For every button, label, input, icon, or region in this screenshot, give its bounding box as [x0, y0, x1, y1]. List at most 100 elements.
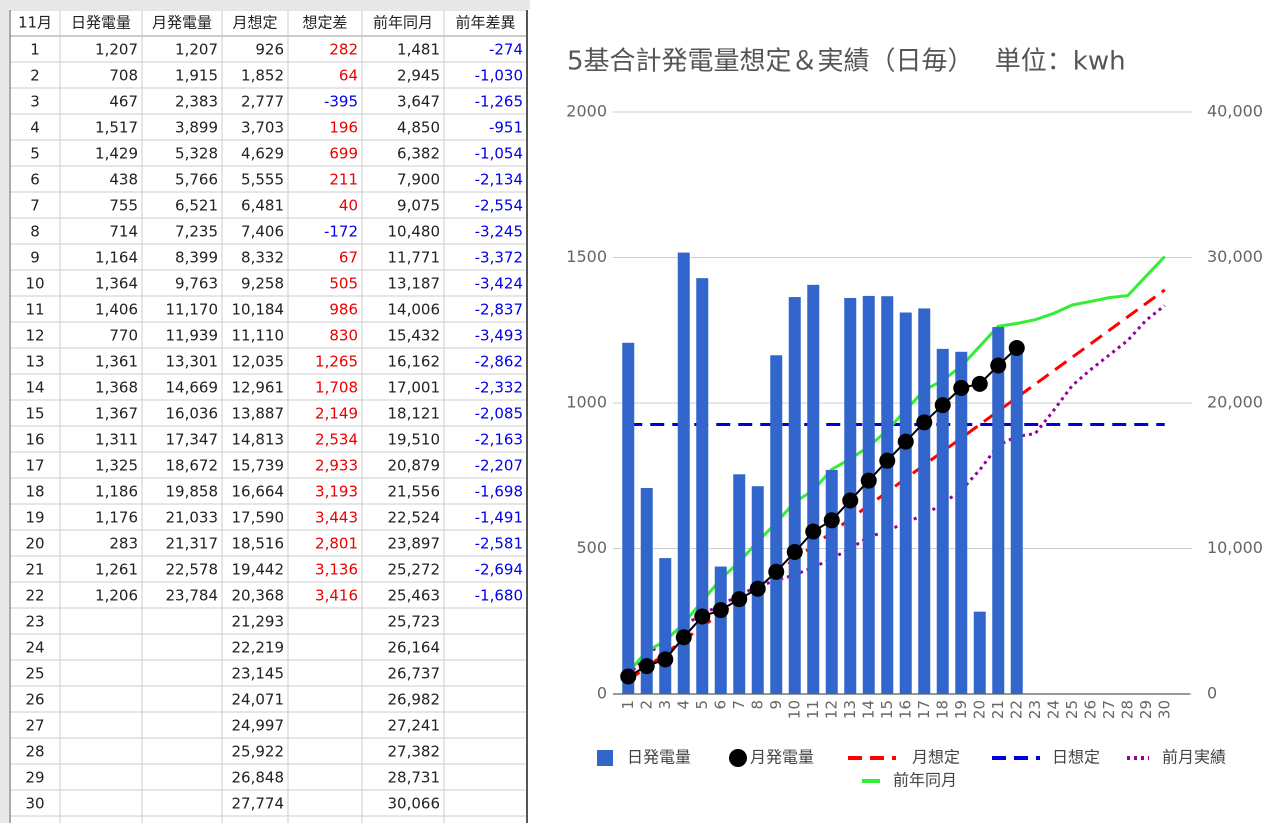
table-cell: 11,939 [166, 327, 219, 345]
table-cell: 1,406 [95, 301, 138, 319]
legend-label: 月発電量 [750, 748, 814, 767]
table-header: 日発電量 [71, 14, 131, 32]
table-cell: 5,766 [175, 171, 218, 189]
table-cell: 10,480 [388, 223, 441, 241]
table-cell: 40 [339, 197, 358, 215]
table-cell: 18,672 [166, 457, 219, 475]
table-cell: 18 [25, 483, 44, 501]
table-cell: 714 [109, 223, 138, 241]
y2-tick-label: 20,000 [1207, 393, 1263, 412]
table-cell: -3,372 [475, 249, 523, 267]
table-cell: 14 [25, 379, 44, 397]
table-cell: 27,382 [388, 743, 441, 761]
x-tick-label: 28 [1118, 700, 1136, 719]
bar [936, 348, 949, 694]
table-cell: 16,162 [388, 353, 441, 371]
table-cell: 14,669 [166, 379, 219, 397]
y2-tick-label: 40,000 [1207, 102, 1263, 121]
x-tick-label: 7 [730, 700, 748, 710]
table-cell: 1,164 [95, 249, 138, 267]
table-header: 月発電量 [152, 14, 212, 32]
y2-tick-label: 0 [1207, 684, 1217, 703]
table-cell: 1,429 [95, 145, 138, 163]
bar [973, 611, 986, 694]
table-cell: 30 [25, 795, 44, 813]
table-cell: 196 [329, 119, 358, 137]
bar [918, 308, 931, 694]
table-cell: 830 [329, 327, 358, 345]
marker [786, 543, 803, 560]
bar [733, 474, 746, 694]
table-cell: 1,852 [241, 67, 284, 85]
table-cell: 16 [25, 431, 44, 449]
bar [770, 355, 783, 694]
table-cell: 4 [30, 119, 40, 137]
table-cell: 26,848 [232, 769, 285, 787]
marker [990, 357, 1007, 374]
table-cell: 21 [25, 561, 44, 579]
table-cell: 2,149 [315, 405, 358, 423]
table-cell: 22,578 [166, 561, 219, 579]
x-tick-label: 20 [970, 700, 988, 719]
table-cell: 21,293 [232, 613, 285, 631]
table-cell: 17,590 [232, 509, 285, 527]
table-cell: 5,328 [175, 145, 218, 163]
table-cell: 7,406 [241, 223, 284, 241]
table-cell: 1,364 [95, 275, 138, 293]
table-cell: 9,258 [241, 275, 284, 293]
table-cell: 25,272 [388, 561, 441, 579]
table-cell: 25,723 [388, 613, 441, 631]
table-cell: 6,521 [175, 197, 218, 215]
table-cell: -274 [489, 41, 523, 59]
table-cell: 1 [30, 41, 40, 59]
table-cell: 7,235 [175, 223, 218, 241]
table-cell: 22 [25, 587, 44, 605]
legend-label: 日発電量 [627, 748, 691, 767]
line [627, 347, 1018, 678]
bar [807, 284, 820, 694]
table-cell: 20,368 [232, 587, 285, 605]
table-cell: 24,071 [232, 691, 285, 709]
table-cell: 26 [25, 691, 44, 709]
table-cell: 1,207 [95, 41, 138, 59]
table-cell: 2,801 [315, 535, 358, 553]
table-cell: 3,443 [315, 509, 358, 527]
table-cell: 28 [25, 743, 44, 761]
table-cell: -2,554 [475, 197, 523, 215]
legend-swatch [729, 749, 747, 767]
table-cell: 27 [25, 717, 44, 735]
marker [842, 492, 859, 509]
table-cell: 23,784 [166, 587, 219, 605]
table-cell: 11,170 [166, 301, 219, 319]
legend-label: 前年同月 [893, 771, 957, 790]
table-cell: 24 [25, 639, 44, 657]
table-cell: 211 [329, 171, 358, 189]
x-tick-label: 26 [1081, 700, 1099, 719]
table-cell: 21,033 [166, 509, 219, 527]
table-cell: -2,837 [475, 301, 523, 319]
legend-label: 日想定 [1052, 748, 1100, 767]
bar [955, 351, 968, 694]
table-cell: -2,085 [475, 405, 523, 423]
table-cell: -1,698 [475, 483, 523, 501]
table-cell: 11 [25, 301, 44, 319]
legend-label: 前月実績 [1162, 748, 1226, 767]
table-cell: 9,763 [175, 275, 218, 293]
sheet-left-bar [0, 0, 9, 823]
table-cell: 1,367 [95, 405, 138, 423]
table-cell: 3 [30, 93, 40, 111]
bar [825, 469, 838, 694]
table-cell: -3,245 [475, 223, 523, 241]
x-tick-label: 10 [785, 700, 803, 719]
table-cell: 2,383 [175, 93, 218, 111]
x-tick-label: 24 [1044, 700, 1062, 719]
table-cell: -1,491 [475, 509, 523, 527]
table-header: 想定差 [302, 14, 347, 32]
table-cell: 2,777 [241, 93, 284, 111]
table-cell: 17 [25, 457, 44, 475]
table-cell: -1,265 [475, 93, 523, 111]
table-cell: -395 [324, 93, 358, 111]
table-cell: -951 [489, 119, 523, 137]
table-cell: 18,121 [388, 405, 441, 423]
